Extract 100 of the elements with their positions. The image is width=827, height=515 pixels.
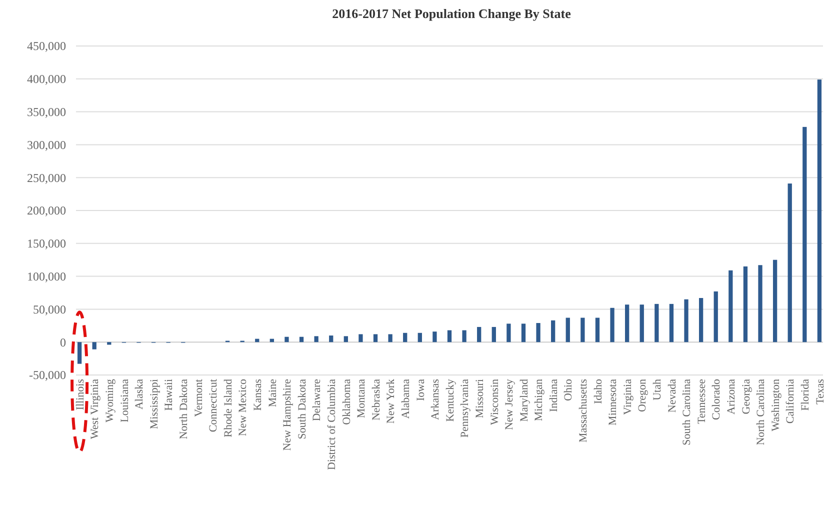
bar [299, 336, 304, 342]
x-tick-label: Delaware [311, 378, 324, 422]
x-tick-label: Texas [814, 379, 826, 404]
x-tick-label: Alabama [400, 378, 412, 419]
x-tick-label: Indiana [548, 378, 560, 412]
x-tick-label: Maine [266, 378, 279, 408]
bar [521, 324, 526, 342]
y-tick-label: 300,000 [27, 138, 66, 152]
y-tick-label: 250,000 [27, 170, 66, 185]
bar [698, 298, 704, 342]
bar [284, 336, 289, 342]
x-tick-label: South Carolina [681, 378, 694, 446]
x-tick-label: Ohio [562, 378, 575, 401]
x-tick-label: Washington [770, 378, 782, 432]
bar [329, 336, 334, 342]
bar [654, 304, 659, 342]
y-tick-label: 200,000 [27, 204, 66, 218]
x-tick-label: Vermont [192, 379, 205, 417]
x-tick-label: Rhode Island [222, 378, 234, 438]
y-tick-label: 450,000 [27, 39, 66, 54]
bar [566, 318, 570, 342]
bar [403, 332, 408, 342]
bar [802, 126, 807, 342]
x-tick-label: New Mexico [237, 378, 250, 436]
x-tick-label: Wyoming [104, 378, 116, 422]
bar [462, 330, 466, 342]
x-tick-label: Missouri [474, 379, 486, 418]
x-tick-label: Florida [800, 378, 812, 411]
x-tick-label: Pennsylvania [459, 378, 472, 438]
x-tick-label: Montana [356, 378, 368, 418]
x-tick-label: Massachusetts [578, 379, 590, 443]
x-tick-label: New Hampshire [282, 378, 294, 451]
bar [758, 265, 762, 342]
x-tick-label: Tennessee [696, 378, 708, 424]
bar [418, 332, 422, 342]
bar [610, 308, 614, 342]
x-tick-label: Arkansas [430, 379, 442, 420]
bar [714, 291, 718, 342]
x-tick-label: Connecticut [208, 379, 220, 432]
bar [388, 334, 392, 342]
x-tick-label: Georgia [740, 378, 752, 414]
x-tick-label: Idaho [592, 378, 604, 404]
bar [580, 318, 585, 342]
bar [669, 304, 674, 342]
x-tick-label: Arizona [726, 378, 738, 414]
x-tick-label: New Jersey [504, 378, 516, 430]
x-tick-label: Oregon [636, 378, 649, 412]
y-tick-label: 150,000 [27, 236, 66, 251]
x-tick-label: Minnesota [607, 378, 620, 426]
bar [107, 342, 112, 345]
x-tick-label: Colorado [710, 378, 723, 420]
x-tick-label: Michigan [533, 378, 546, 422]
bar [640, 304, 644, 342]
bar [536, 323, 540, 342]
x-tick-label: Virginia [622, 378, 634, 415]
x-tick-label: Nevada [666, 378, 678, 413]
y-tick-label: 0 [60, 335, 66, 350]
x-tick-label: South Dakota [296, 378, 308, 440]
bar [595, 318, 600, 342]
x-tick-label: Hawaii [163, 379, 176, 411]
y-tick-label: -50,000 [29, 368, 66, 382]
y-tick-label: 50,000 [33, 302, 66, 316]
bar [314, 336, 318, 342]
bar [506, 324, 511, 342]
x-tick-label: Maryland [518, 378, 530, 422]
bar [492, 326, 496, 342]
bar [551, 320, 556, 342]
x-tick-label: Utah [652, 378, 664, 400]
bar [788, 184, 792, 342]
x-tick-label: Nebraska [370, 378, 382, 421]
x-tick-label: Mississippi [148, 379, 160, 430]
bar [772, 260, 778, 342]
bar [743, 266, 748, 342]
bar [77, 342, 82, 364]
bar [373, 334, 378, 342]
bar [625, 304, 630, 342]
x-tick-label: Alaska [134, 378, 146, 410]
x-tick-label: Kansas [252, 379, 264, 411]
x-tick-label: Iowa [414, 378, 427, 401]
y-tick-label: 350,000 [27, 105, 66, 119]
x-tick-label: Wisconsin [488, 378, 501, 425]
bar [358, 334, 363, 342]
x-tick-label: District of Columbia [326, 378, 338, 470]
x-tick-label: Oklahoma [340, 378, 353, 425]
bar [432, 332, 437, 342]
bar [684, 299, 688, 342]
x-tick-label: Illinois [74, 379, 86, 410]
bar [92, 342, 96, 350]
x-tick-label: New York [385, 378, 398, 424]
x-tick-label: North Carolina [755, 378, 768, 446]
x-tick-label: Louisiana [118, 378, 131, 422]
x-tick-label: California [784, 378, 797, 424]
chart-title: 2016-2017 Net Population Change By State [332, 6, 572, 21]
bar [817, 80, 822, 342]
x-tick-label: North Dakota [178, 378, 190, 440]
y-tick-label: 100,000 [27, 270, 66, 284]
y-tick-label: 400,000 [27, 72, 66, 86]
bar [728, 270, 733, 342]
x-tick-label: Kentucky [444, 378, 456, 422]
bar [477, 326, 482, 342]
